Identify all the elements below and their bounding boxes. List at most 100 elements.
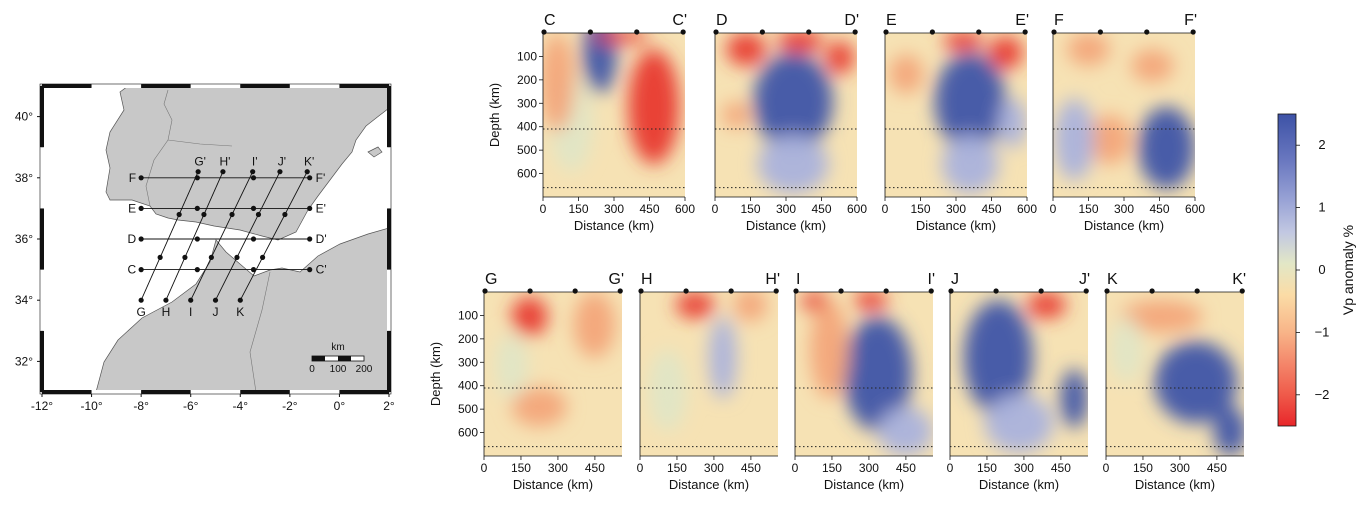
section-end-label: G' <box>609 271 625 288</box>
velocity-anomaly <box>1060 369 1088 428</box>
lon-tick-label: -8° <box>133 399 149 413</box>
profile-end-label-H: H' <box>219 155 230 169</box>
lon-tick-label: -4° <box>233 399 249 413</box>
velocity-anomaly <box>734 289 767 322</box>
velocity-anomaly <box>1067 33 1110 66</box>
profile-marker <box>307 236 312 241</box>
distance-tick-label: 600 <box>847 202 867 216</box>
profile-marker <box>277 169 282 174</box>
profile-end-label-E: E' <box>316 201 326 215</box>
colorbar-label: Vp anomaly % <box>1340 225 1356 315</box>
distance-tick-label: 150 <box>1078 202 1098 216</box>
distance-tick-label: 0 <box>637 461 644 475</box>
velocity-anomaly <box>889 54 923 93</box>
section-marker <box>683 288 688 293</box>
profile-marker <box>158 255 163 260</box>
section-marker <box>527 288 532 293</box>
velocity-anomaly <box>574 292 615 358</box>
depth-tick-label: 300 <box>517 96 537 110</box>
profile-marker <box>305 169 310 174</box>
distance-axis-label: Distance (km) <box>916 218 996 233</box>
profile-marker <box>177 212 182 217</box>
distance-tick-label: 450 <box>639 202 659 216</box>
velocity-anomaly <box>810 300 849 398</box>
distance-tick-label: 300 <box>776 202 796 216</box>
colorbar-tick-label: 2 <box>1318 137 1325 152</box>
depth-tick-label: 400 <box>517 120 537 134</box>
depth-tick-label: 200 <box>517 73 537 87</box>
profile-marker <box>234 255 239 260</box>
section-start-label: J <box>951 271 959 288</box>
velocity-anomaly <box>1131 49 1174 82</box>
distance-tick-label: 300 <box>859 461 879 475</box>
distance-tick-label: 300 <box>1170 461 1190 475</box>
section-marker <box>1191 29 1196 34</box>
section-marker <box>793 288 798 293</box>
section-marker <box>1149 288 1154 293</box>
velocity-anomaly <box>676 292 715 318</box>
distance-axis-label: Distance (km) <box>513 477 593 492</box>
distance-tick-label: 300 <box>604 202 624 216</box>
section-marker <box>806 29 811 34</box>
profile-marker <box>251 175 256 180</box>
velocity-anomaly <box>985 394 1054 453</box>
profile-marker <box>188 298 193 303</box>
profile-marker <box>139 267 144 272</box>
section-start-label: G <box>485 271 497 288</box>
section-E: E E'0 150 300 450 600Distance (km) <box>882 12 1038 233</box>
profile-marker <box>163 298 168 303</box>
velocity-anomaly <box>722 102 750 128</box>
section-start-label: H <box>641 271 653 288</box>
profile-end-label-G: G' <box>194 155 206 169</box>
section-tomogram <box>540 12 685 197</box>
section-marker <box>1051 29 1056 34</box>
profile-marker <box>196 169 201 174</box>
distance-tick-label: 0 <box>540 202 547 216</box>
profile-marker <box>282 212 287 217</box>
distance-tick-label: 0 <box>712 202 719 216</box>
lon-tick-label: -6° <box>183 399 199 413</box>
distance-axis-label: Distance (km) <box>979 477 1059 492</box>
velocity-anomaly <box>1214 407 1247 456</box>
section-marker <box>1144 29 1149 34</box>
colorbar-tick-label: −2 <box>1315 387 1330 402</box>
velocity-anomaly <box>758 135 829 194</box>
distance-tick-label: 150 <box>568 202 588 216</box>
section-end-label: H' <box>765 271 780 288</box>
velocity-anomaly <box>726 33 766 66</box>
velocity-anomaly <box>1089 115 1132 164</box>
profile-marker <box>250 169 255 174</box>
velocity-anomaly <box>628 49 679 164</box>
depth-axis-label: Depth (km) <box>487 83 502 147</box>
lat-tick-label: 32° <box>15 354 33 368</box>
section-tomogram <box>885 31 1027 197</box>
section-marker <box>929 288 934 293</box>
distance-axis-label: Distance (km) <box>1084 218 1164 233</box>
distance-tick-label: 0 <box>792 461 799 475</box>
lon-tick-label: -2° <box>282 399 298 413</box>
distance-tick-label: 150 <box>822 461 842 475</box>
velocity-anomaly <box>989 36 1023 69</box>
velocity-anomaly <box>878 407 933 456</box>
distance-tick-label: 150 <box>1133 461 1153 475</box>
distance-tick-label: 150 <box>667 461 687 475</box>
section-marker <box>930 29 935 34</box>
distance-axis-label: Distance (km) <box>574 218 654 233</box>
scale-tick-100: 100 <box>330 364 347 375</box>
distance-tick-label: 600 <box>675 202 695 216</box>
section-marker <box>976 29 981 34</box>
distance-tick-label: 0 <box>481 461 488 475</box>
section-start-label: F <box>1054 12 1064 29</box>
section-tomogram <box>715 30 857 197</box>
profile-start-label-K: K <box>236 305 244 319</box>
lat-tick-label: 36° <box>15 232 33 246</box>
lat-tick-label: 38° <box>15 171 33 185</box>
cross-sections: C C' 0 150 300 450 600 Distance (km) 100 200 300 40… <box>428 12 1247 492</box>
distance-tick-label: 450 <box>741 461 761 475</box>
velocity-anomaly <box>583 12 617 94</box>
distance-tick-label: 0 <box>1103 461 1110 475</box>
profile-start-label-I: I <box>189 305 192 319</box>
section-end-label: J' <box>1079 271 1090 288</box>
section-marker <box>993 288 998 293</box>
